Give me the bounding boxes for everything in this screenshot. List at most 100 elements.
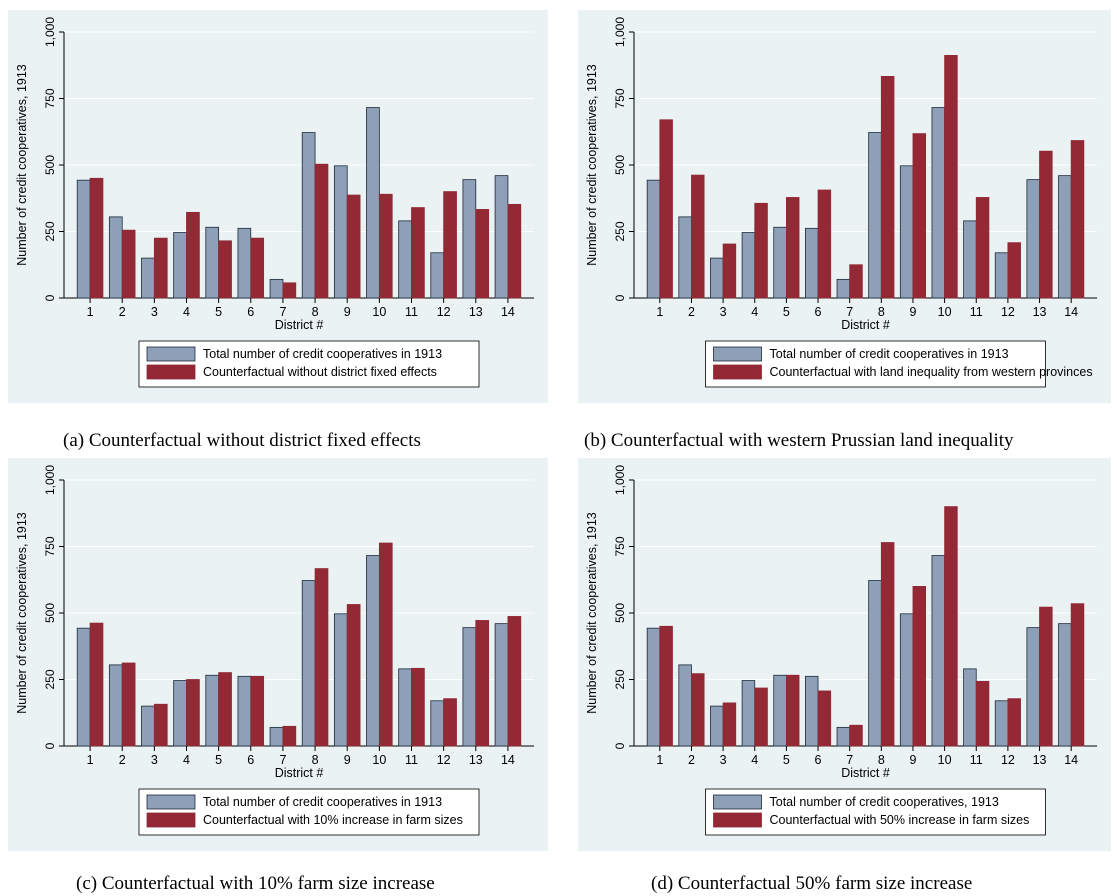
legend-label-2: Counterfactual with 50% increase in farm…	[770, 813, 1030, 827]
legend-label-2: Counterfactual with 10% increase in farm…	[203, 813, 463, 827]
x-tick-label: 6	[815, 305, 822, 319]
caption-b: (b) Counterfactual with western Prussian…	[584, 430, 1014, 451]
y-tick-label: 750	[613, 88, 627, 108]
bar-series-1	[741, 680, 756, 747]
bar-series-2	[659, 119, 673, 299]
y-axis-label: Number of credit cooperatives, 1913	[15, 512, 29, 714]
y-tick-label: 0	[613, 742, 627, 749]
legend-box	[138, 788, 480, 836]
bar-series-2	[218, 240, 232, 299]
bar-series-2	[378, 193, 393, 299]
y-tick-label: 750	[43, 88, 57, 108]
x-tick-label: 14	[501, 753, 515, 767]
y-axis-label: Number of credit cooperatives, 1913	[15, 64, 29, 266]
bar-series-2	[346, 194, 361, 299]
chart-svg: 0 250 500 750 1,000 Number of credit cooperat…	[578, 10, 1111, 403]
x-tick-label: 9	[344, 305, 351, 319]
y-tick-label: 750	[613, 536, 627, 556]
x-tick-label: 10	[938, 305, 952, 319]
bar-series-1	[494, 175, 509, 299]
bar-series-2	[378, 542, 393, 747]
bar-series-2	[250, 237, 265, 299]
y-tick-label: 250	[43, 221, 57, 241]
x-tick-label: 6	[247, 305, 254, 319]
x-tick-label: 4	[751, 753, 758, 767]
x-tick-label: 14	[501, 305, 515, 319]
legend-label-2: Counterfactual without district fixed ef…	[203, 365, 437, 379]
bar-series-2	[186, 211, 200, 299]
bar-series-2	[282, 725, 297, 747]
y-tick-label: 250	[613, 221, 627, 241]
legend-label-2: Counterfactual with land inequality from…	[770, 365, 1093, 379]
bar-series-1	[237, 227, 252, 299]
x-tick-label: 4	[751, 305, 758, 319]
bar-series-1	[994, 700, 1009, 747]
legend-box	[705, 788, 1046, 836]
bar-series-1	[237, 675, 252, 747]
bar-series-2	[443, 191, 457, 299]
x-tick-label: 6	[815, 753, 822, 767]
legend-swatch-2	[713, 812, 762, 828]
bar-series-2	[507, 203, 522, 299]
x-tick-label: 10	[938, 753, 952, 767]
bar-series-2	[507, 616, 522, 747]
x-tick-label: 3	[720, 753, 727, 767]
bar-series-1	[366, 555, 380, 747]
bar-series-1	[205, 226, 220, 299]
x-tick-label: 12	[1001, 753, 1015, 767]
x-tick-label: 5	[215, 753, 222, 767]
bar-series-1	[804, 227, 819, 299]
x-tick-label: 12	[1001, 305, 1015, 319]
x-tick-label: 3	[151, 305, 158, 319]
bar-series-1	[269, 726, 284, 747]
x-axis-label: District #	[275, 318, 324, 332]
bar-series-2	[975, 197, 990, 299]
y-tick-label: 0	[613, 294, 627, 301]
bar-series-1	[710, 257, 724, 299]
bar-series-2	[849, 264, 863, 299]
caption-d: (d) Counterfactual 50% farm size increas…	[651, 873, 973, 894]
chart-b-area: 0 250 500 750 1,000 Number of credit cooperat…	[578, 10, 1111, 403]
x-tick-label: 8	[312, 753, 319, 767]
bar-series-2	[1007, 242, 1021, 299]
x-tick-label: 2	[688, 753, 695, 767]
bar-series-1	[76, 179, 91, 299]
legend-swatch-1	[713, 346, 762, 362]
y-tick-label: 500	[613, 603, 627, 623]
legend-swatch-2	[146, 812, 196, 828]
bar-series-2	[1070, 603, 1085, 747]
x-tick-label: 11	[405, 305, 418, 319]
bar-series-2	[785, 674, 800, 747]
x-tick-label: 11	[970, 753, 983, 767]
bar-series-1	[963, 220, 977, 299]
bar-series-1	[931, 107, 946, 299]
bar-series-1	[994, 252, 1009, 299]
bar-series-2	[754, 202, 768, 299]
x-tick-label: 13	[469, 305, 483, 319]
y-tick-label: 1,000	[43, 17, 57, 47]
bar-series-1	[899, 165, 914, 299]
bar-series-2	[912, 585, 927, 747]
bar-series-2	[1039, 606, 1053, 747]
x-tick-label: 14	[1064, 753, 1078, 767]
bar-series-2	[314, 163, 329, 299]
x-tick-label: 9	[909, 305, 916, 319]
x-tick-label: 7	[279, 753, 286, 767]
x-tick-label: 11	[970, 305, 983, 319]
y-tick-label: 1,000	[613, 17, 627, 47]
bar-series-2	[250, 675, 265, 747]
x-tick-label: 2	[119, 305, 126, 319]
bar-series-2	[691, 174, 705, 299]
x-tick-label: 14	[1064, 305, 1078, 319]
legend-box	[138, 340, 480, 388]
y-tick-label: 0	[43, 742, 57, 749]
bar-series-2	[121, 229, 136, 299]
y-tick-label: 1,000	[613, 465, 627, 495]
y-tick-label: 250	[43, 669, 57, 689]
bar-series-1	[462, 179, 477, 299]
y-tick-label: 500	[43, 603, 57, 623]
bar-series-1	[646, 627, 661, 747]
bar-series-1	[804, 675, 819, 747]
bar-series-1	[141, 705, 155, 747]
chart-panel-b: 0 250 500 750 1,000 Number of credit cooperat…	[578, 10, 1111, 403]
